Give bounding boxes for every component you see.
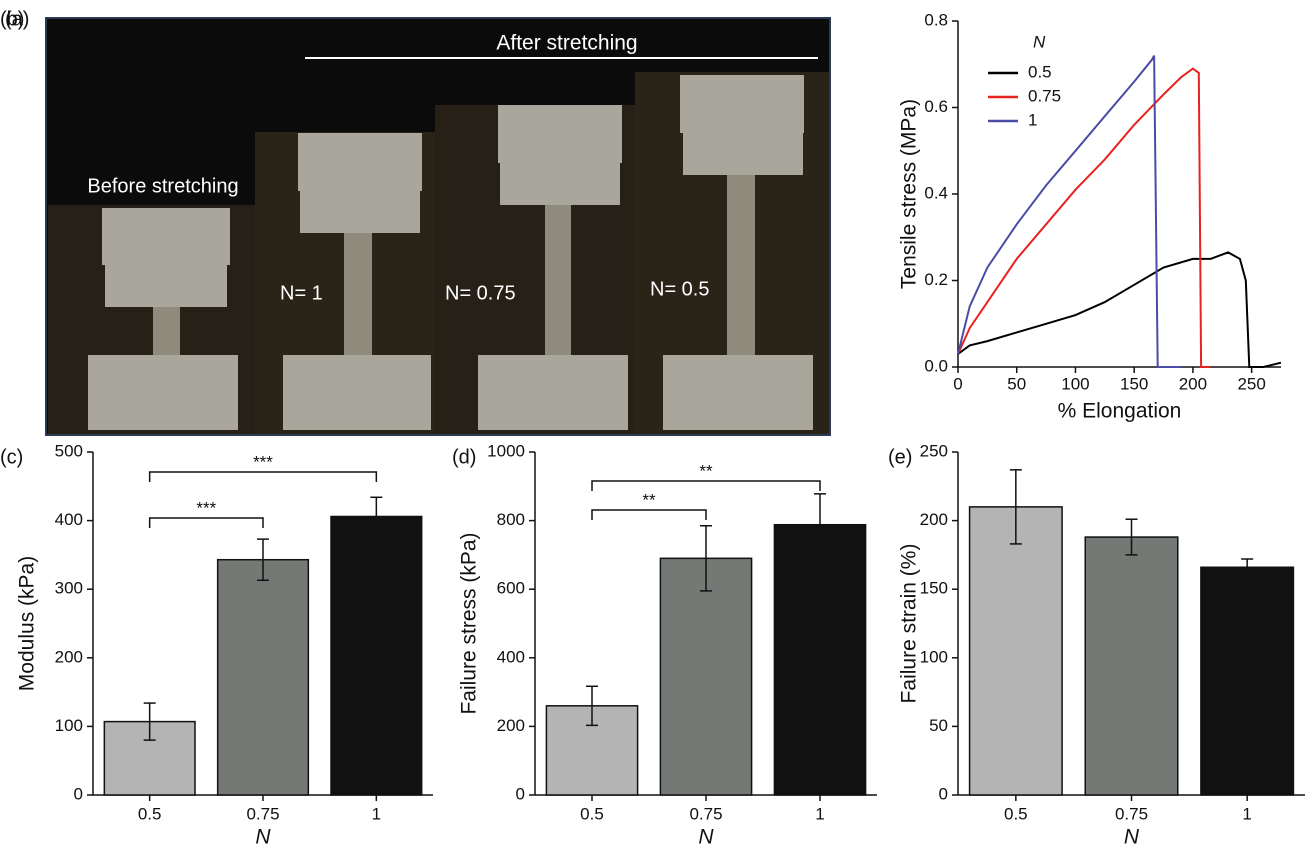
significance-bracket xyxy=(591,509,707,520)
legend-title: N xyxy=(1033,32,1046,51)
grip xyxy=(102,208,230,265)
significance-bracket xyxy=(148,471,378,482)
y-tick-label: 600 xyxy=(497,579,525,598)
x-axis-title: % Elongation xyxy=(1058,400,1182,423)
x-tick-label: 0.5 xyxy=(1004,804,1028,823)
y-tick-label: 0.6 xyxy=(924,97,948,116)
y-tick-label: 0.2 xyxy=(924,270,948,289)
y-tick-label: 0 xyxy=(516,784,525,803)
grip xyxy=(300,191,420,233)
y-axis-title: Failure stress (kPa) xyxy=(458,532,481,714)
specimen xyxy=(727,175,755,358)
significance-bracket xyxy=(591,480,821,491)
specimen xyxy=(545,205,571,358)
x-tick-label: 0 xyxy=(953,374,962,393)
photo-label: Before stretching xyxy=(87,175,238,197)
y-tick-label: 150 xyxy=(920,579,948,598)
bar xyxy=(330,515,423,796)
data-line xyxy=(957,55,1182,368)
x-tick-label: 200 xyxy=(1179,374,1207,393)
grip xyxy=(283,355,431,430)
data-line xyxy=(957,251,1282,368)
y-tick-label: 200 xyxy=(497,716,525,735)
panel-label: (b) xyxy=(0,8,24,30)
y-tick-label: 1000 xyxy=(487,441,525,460)
legend-label: 0.75 xyxy=(1028,86,1061,105)
significance-label: *** xyxy=(196,498,216,517)
y-tick-label: 800 xyxy=(497,510,525,529)
panel-label: (c) xyxy=(0,446,23,468)
bar xyxy=(1084,536,1179,796)
x-tick-label: 0.5 xyxy=(580,804,604,823)
legend-label: 1 xyxy=(1028,110,1037,129)
legend-label: 0.5 xyxy=(1028,62,1052,81)
y-tick-label: 0.4 xyxy=(924,183,948,202)
data-line xyxy=(957,67,1211,368)
bar xyxy=(968,506,1063,796)
y-tick-label: 100 xyxy=(55,716,83,735)
grip xyxy=(500,163,620,205)
significance-label: ** xyxy=(642,490,656,509)
x-tick-label: 250 xyxy=(1237,374,1265,393)
y-tick-label: 250 xyxy=(920,441,948,460)
x-tick-label: 0.75 xyxy=(689,804,722,823)
y-tick-label: 300 xyxy=(55,579,83,598)
y-tick-label: 400 xyxy=(55,510,83,529)
x-tick-label: 1 xyxy=(372,804,381,823)
y-tick-label: 100 xyxy=(920,647,948,666)
y-tick-label: 400 xyxy=(497,647,525,666)
specimen xyxy=(153,307,180,357)
y-tick-label: 200 xyxy=(920,510,948,529)
grip xyxy=(683,133,803,175)
significance-label: *** xyxy=(253,452,273,471)
x-tick-label: 0.5 xyxy=(138,804,162,823)
y-tick-label: 50 xyxy=(929,716,948,735)
x-tick-label: 1 xyxy=(1242,804,1251,823)
grip xyxy=(105,265,227,307)
panel-label: (d) xyxy=(452,446,476,468)
grip xyxy=(498,105,622,163)
specimen xyxy=(344,233,372,358)
x-tick-label: 0.75 xyxy=(1115,804,1148,823)
grip xyxy=(478,355,628,430)
significance-bracket xyxy=(148,517,264,528)
panel-label: (e) xyxy=(888,446,912,468)
x-axis-title: N xyxy=(698,826,714,849)
grip xyxy=(88,355,238,430)
x-tick-label: 1 xyxy=(815,804,824,823)
photo-label: N= 0.75 xyxy=(445,282,516,304)
x-tick-label: 100 xyxy=(1061,374,1089,393)
y-tick-label: 200 xyxy=(55,647,83,666)
grips xyxy=(88,75,813,430)
photo-label: N= 0.5 xyxy=(650,278,709,300)
y-tick-label: 0.8 xyxy=(924,10,948,29)
bar xyxy=(1200,566,1295,796)
y-tick-label: 0 xyxy=(939,784,948,803)
y-axis-title: Modulus (kPa) xyxy=(16,556,39,691)
photo: (a) After stretching Before stretching N… xyxy=(5,8,831,436)
y-axis-title: Tensile stress (MPa) xyxy=(898,99,921,289)
photo-heading: After stretching xyxy=(496,32,637,55)
x-tick-label: 150 xyxy=(1120,374,1148,393)
bar xyxy=(659,557,753,796)
bar xyxy=(773,523,867,796)
x-tick-label: 50 xyxy=(1007,374,1026,393)
grip xyxy=(298,133,422,191)
x-axis-title: N xyxy=(255,826,271,849)
grip xyxy=(663,355,813,430)
y-axis-title: Failure strain (%) xyxy=(898,544,921,704)
y-tick-label: 500 xyxy=(55,441,83,460)
grip xyxy=(680,75,804,133)
y-tick-label: 0 xyxy=(74,784,83,803)
x-tick-label: 0.75 xyxy=(246,804,279,823)
photo-label: N= 1 xyxy=(280,282,323,304)
panel-label: (a) xyxy=(5,8,29,30)
x-axis-title: N xyxy=(1124,826,1140,849)
y-tick-label: 0.0 xyxy=(924,356,948,375)
bar xyxy=(216,558,310,796)
significance-label: ** xyxy=(699,461,713,480)
